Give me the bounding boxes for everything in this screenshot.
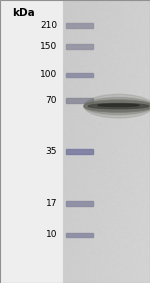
- Text: 100: 100: [40, 70, 57, 80]
- Ellipse shape: [84, 94, 150, 118]
- Bar: [0, 0, 63, 283]
- Text: 10: 10: [45, 230, 57, 239]
- Ellipse shape: [98, 104, 139, 107]
- Bar: [66, 98, 93, 103]
- Ellipse shape: [84, 100, 150, 113]
- Text: 210: 210: [40, 21, 57, 30]
- Bar: [66, 73, 93, 77]
- Ellipse shape: [88, 103, 149, 109]
- Text: kDa: kDa: [12, 8, 35, 18]
- Text: 150: 150: [40, 42, 57, 51]
- Ellipse shape: [84, 101, 150, 112]
- Bar: [66, 201, 93, 206]
- Bar: [66, 23, 93, 28]
- Bar: [66, 233, 93, 237]
- Text: 70: 70: [45, 96, 57, 105]
- Ellipse shape: [84, 98, 150, 115]
- Text: 35: 35: [45, 147, 57, 156]
- Bar: [66, 44, 93, 49]
- Text: 17: 17: [45, 199, 57, 208]
- Bar: [66, 149, 93, 154]
